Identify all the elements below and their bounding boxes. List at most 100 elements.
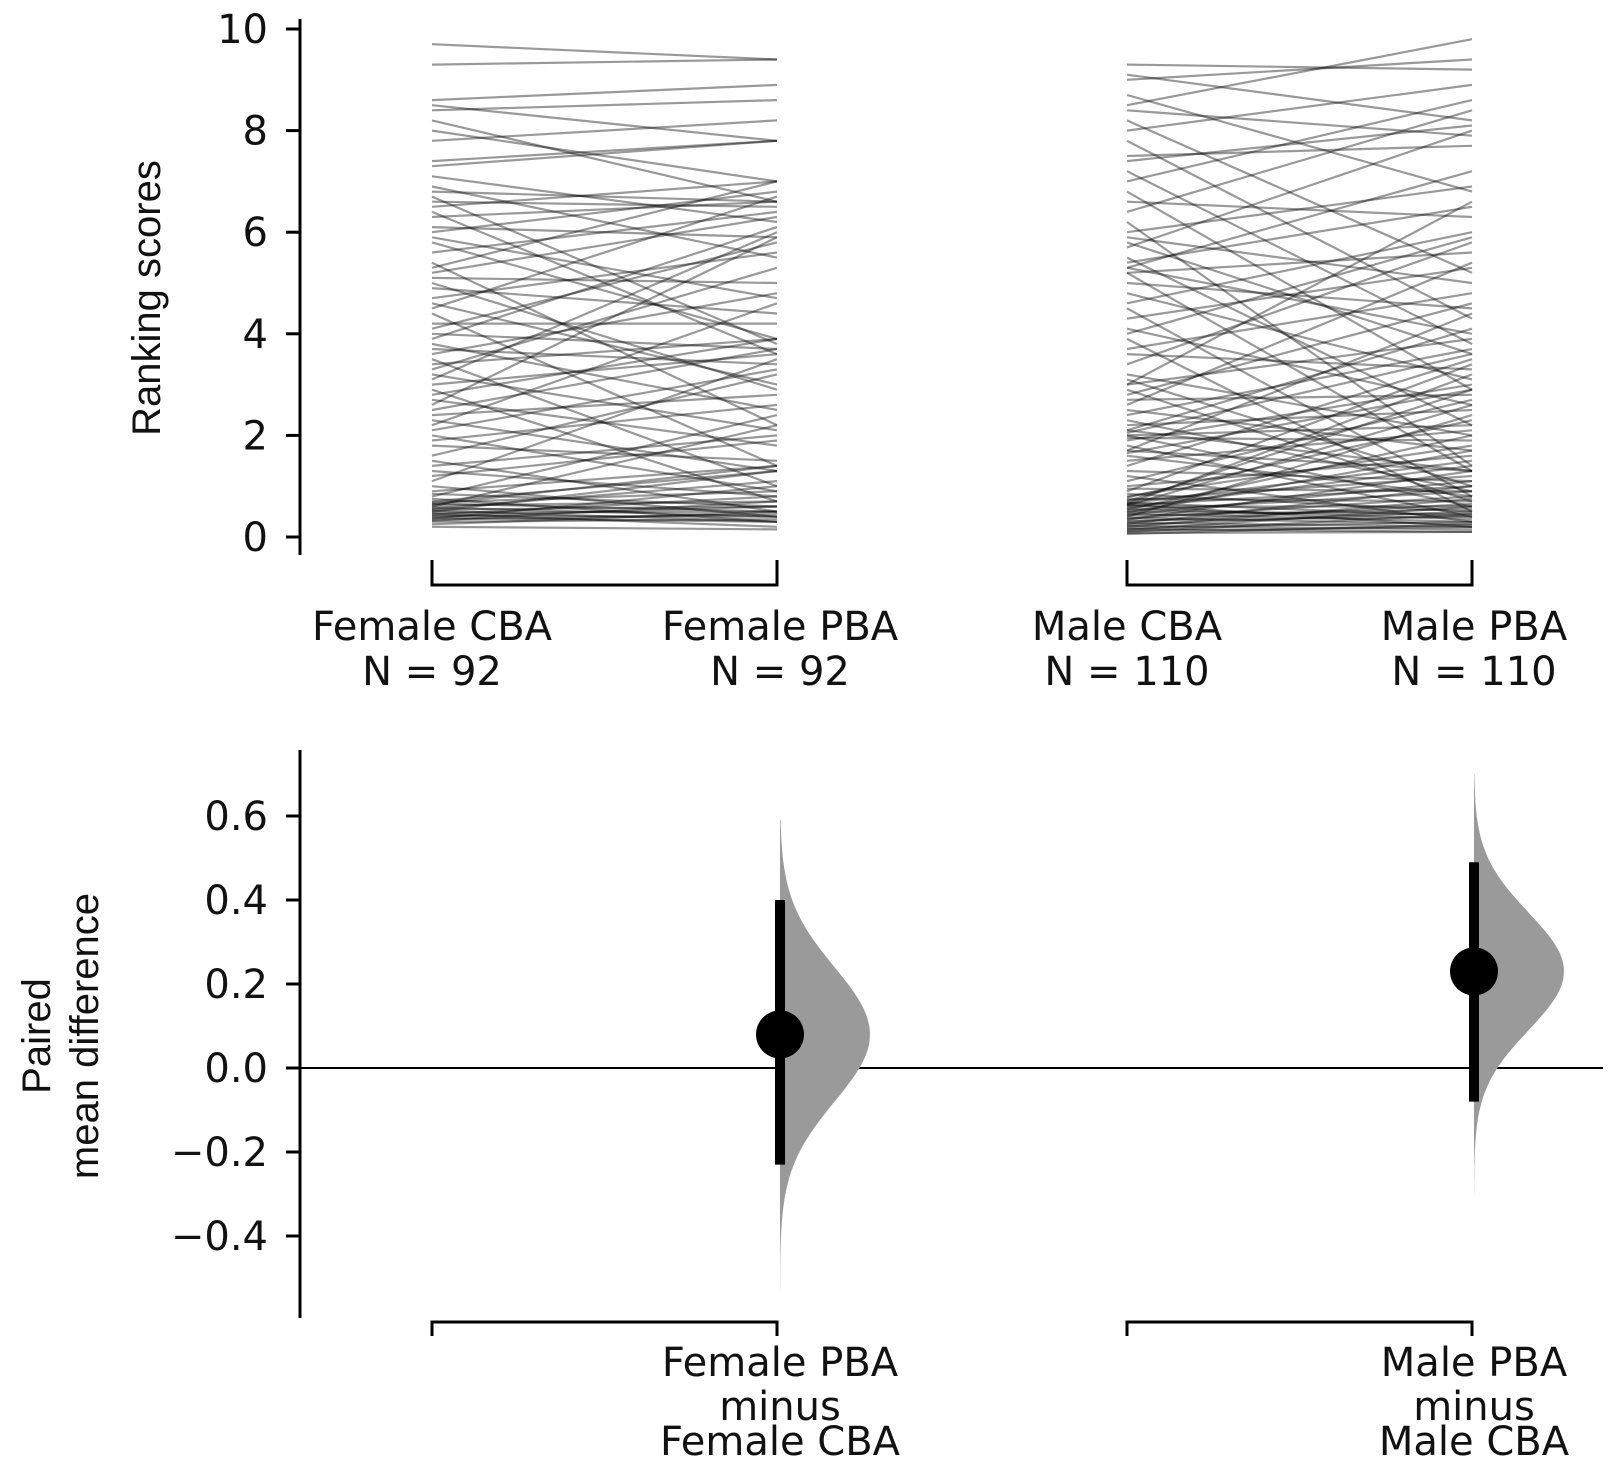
mean-difference-dot-female (756, 1010, 804, 1059)
paired-line-male (1126, 398, 1473, 483)
paired-line-male (1126, 271, 1473, 472)
paired-line-male (1126, 83, 1473, 132)
male-comparison-bracket (1125, 1320, 1474, 1336)
paired-line-female (431, 510, 778, 526)
paired-line-male (1126, 221, 1473, 467)
paired-line-male (1126, 327, 1473, 406)
paired-line-female (431, 292, 778, 356)
bottom-y-ticks: −0.4 −0.2 0.0 0.2 0.4 0.6 (171, 794, 300, 1260)
bottom-y-tick-label: 0.4 (204, 878, 268, 924)
paired-line-male (1126, 449, 1473, 514)
paired-line-female (431, 302, 778, 386)
top-y-tick-label: 6 (243, 210, 268, 256)
comparison-label-female-line1: Female PBA (662, 1340, 899, 1386)
paired-line-female (431, 358, 778, 483)
paired-line-male (1126, 480, 1473, 516)
paired-line-male (1126, 266, 1473, 320)
paired-line-male (1126, 292, 1473, 351)
paired-line-male (1126, 292, 1473, 381)
paired-line-female (431, 195, 778, 310)
paired-line-male (1126, 170, 1473, 269)
paired-line-female (431, 464, 778, 506)
paired-line-male (1126, 327, 1473, 432)
paired-line-female (431, 251, 778, 300)
paired-line-male (1126, 99, 1473, 183)
paired-line-male (1126, 337, 1473, 386)
paired-line-female (431, 342, 778, 412)
paired-line-male (1126, 487, 1473, 493)
paired-line-male (1126, 408, 1473, 452)
paired-line-male (1126, 469, 1473, 483)
paired-line-male (1126, 109, 1473, 137)
paired-line-male (1126, 205, 1473, 264)
paired-line-female (431, 373, 778, 432)
paired-line-male (1126, 388, 1473, 455)
paired-line-female (431, 261, 778, 427)
top-y-tick-label: 0 (243, 515, 268, 561)
paired-line-female (431, 510, 778, 514)
paired-line-female (431, 43, 778, 61)
paired-line-female (431, 83, 778, 102)
paired-line-male (1126, 388, 1473, 503)
paired-line-female (431, 200, 778, 208)
paired-line-male (1126, 231, 1473, 305)
paired-line-female (431, 469, 778, 503)
bottom-y-tick-label: −0.4 (171, 1214, 268, 1260)
paired-line-male (1126, 454, 1473, 488)
paired-line-male (1126, 408, 1473, 427)
paired-line-male (1126, 93, 1473, 193)
top-y-tick-label: 10 (217, 7, 268, 53)
male-group-bracket (1125, 560, 1474, 587)
top-panel-ranking-scores: 0 2 4 6 8 10 Ranking scores Female CBA N = 92… (125, 7, 1568, 695)
paired-line-female (431, 353, 778, 386)
paired-line-male (1126, 501, 1473, 518)
paired-line-female (431, 190, 778, 203)
paired-line-male (1126, 497, 1473, 503)
top-y-ticks: 0 2 4 6 8 10 (217, 7, 300, 561)
paired-line-female (431, 119, 778, 203)
paired-line-female (431, 347, 778, 366)
paired-line-male (1126, 241, 1473, 366)
comparison-label-male-line1: Male PBA (1381, 1340, 1568, 1386)
group-n-female-pba: N = 92 (710, 649, 850, 695)
paired-line-female (431, 99, 778, 112)
paired-line-female (431, 525, 778, 531)
paired-line-female (431, 241, 778, 340)
paired-line-female (431, 175, 778, 224)
paired-line-male (1126, 434, 1473, 511)
paired-line-female (431, 119, 778, 142)
top-y-tick-label: 8 (243, 109, 268, 155)
comparison-label-female-line3: Female CBA (660, 1419, 901, 1460)
paired-line-female (431, 281, 778, 391)
paired-line-female (431, 58, 778, 66)
paired-line-male (1126, 58, 1473, 81)
paired-line-female (431, 287, 778, 315)
paired-line-female (431, 358, 778, 488)
paired-line-male (1126, 503, 1473, 528)
paired-line-male (1126, 236, 1473, 285)
bottom-y-tick-label: 0.0 (204, 1046, 268, 1092)
paired-line-female (431, 210, 778, 356)
paired-line-male (1126, 521, 1473, 528)
paired-line-male (1126, 347, 1473, 417)
paired-line-male (1126, 502, 1473, 523)
paired-line-male (1126, 403, 1473, 507)
paired-line-female (431, 215, 778, 274)
paired-line-male (1126, 429, 1473, 473)
paired-line-male (1126, 38, 1473, 107)
paired-line-female (431, 388, 778, 503)
paired-line-female (431, 180, 778, 208)
paired-line-male (1126, 414, 1473, 518)
paired-line-male (1126, 436, 1473, 442)
paired-line-male (1126, 236, 1473, 335)
paired-line-male (1126, 419, 1473, 493)
paired-line-male (1126, 516, 1473, 526)
paired-line-male (1126, 144, 1473, 158)
paired-line-female (431, 231, 778, 381)
paired-line-male (1126, 129, 1473, 249)
paired-line-male (1126, 378, 1473, 488)
paired-line-male (1126, 124, 1473, 163)
paired-line-female (431, 485, 778, 518)
paired-line-male (1126, 510, 1473, 516)
paired-line-male (1126, 434, 1473, 508)
